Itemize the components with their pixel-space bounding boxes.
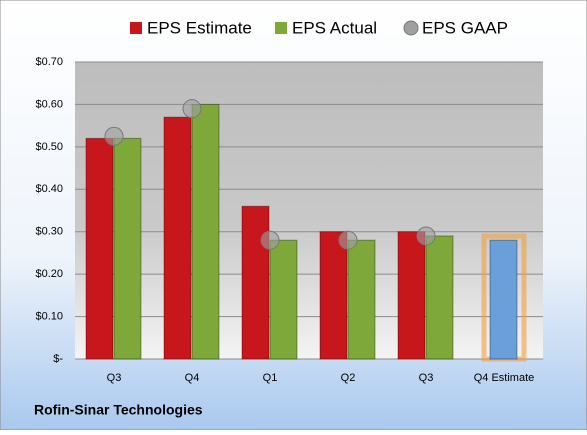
x-tick-label: Q1 [263, 372, 278, 384]
bar [191, 103, 220, 360]
y-tick-label: $0.20 [35, 268, 63, 280]
y-tick-label: $0.60 [35, 98, 63, 110]
gaap-marker [260, 230, 280, 250]
bar [319, 231, 348, 360]
x-tick-label: Q3 [419, 372, 434, 384]
y-tick-label: $0.70 [35, 56, 63, 68]
plot-area [75, 62, 543, 359]
y-tick-label: $0.10 [35, 310, 63, 322]
legend-marker [130, 22, 142, 34]
y-tick-label: $0.50 [35, 141, 63, 153]
bar [397, 231, 426, 360]
bar [347, 239, 376, 360]
legend-marker [403, 20, 419, 36]
legend-marker [275, 22, 287, 34]
bar [489, 239, 518, 360]
x-tick-label: Q4 [185, 372, 200, 384]
gaap-marker [416, 226, 436, 246]
legend-text: EPS GAAP [422, 18, 508, 37]
gaap-marker [104, 126, 124, 146]
legend-text: EPS Actual [292, 18, 377, 37]
bar [113, 137, 142, 360]
bar [163, 116, 192, 360]
gaap-marker [338, 230, 358, 250]
bar [269, 239, 298, 360]
legend-text: EPS Estimate [147, 18, 252, 37]
footer: Rofin-Sinar Technologies [34, 402, 203, 418]
y-tick-label: $- [53, 353, 63, 365]
bar [241, 205, 270, 360]
x-tick-label: Q3 [107, 372, 122, 384]
x-tick-label: Q4 Estimate [474, 372, 535, 384]
gaap-marker [182, 99, 202, 119]
y-tick-label: $0.40 [35, 183, 63, 195]
x-tick-label: Q2 [341, 372, 356, 384]
y-tick-label: $0.30 [35, 226, 63, 238]
bar [85, 137, 114, 360]
bar [425, 235, 454, 360]
